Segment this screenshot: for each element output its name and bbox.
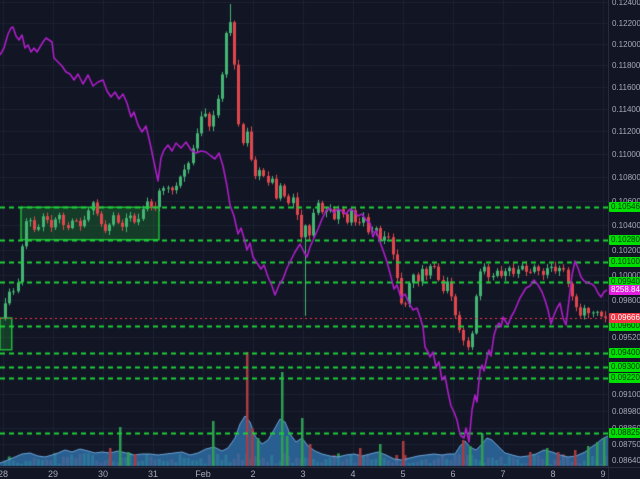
- time-tick-label: 8: [550, 469, 556, 479]
- time-axis[interactable]: 28 29 30 31 Feb 2 3 4 5 6 7 8 9: [0, 467, 608, 479]
- time-tick-label: 9: [600, 469, 606, 479]
- time-tick-label: 5: [400, 469, 406, 479]
- overlay-price-label: 8258.84: [609, 285, 640, 295]
- time-tick-label: 31: [147, 469, 158, 479]
- time-tick-label: 28: [0, 469, 8, 479]
- price-chart-canvas[interactable]: [0, 0, 608, 467]
- time-tick-label: 29: [47, 469, 58, 479]
- time-tick-label: 6: [450, 469, 456, 479]
- time-tick-label: 7: [500, 469, 506, 479]
- axis-corner: [608, 467, 640, 479]
- time-tick-label: 30: [97, 469, 108, 479]
- time-tick-label: 4: [350, 469, 356, 479]
- time-tick-label: 3: [300, 469, 306, 479]
- level-price-label: 0.088250: [609, 428, 640, 439]
- time-tick-label: Feb: [195, 469, 211, 479]
- price-tick-label: 0.106000: [612, 197, 640, 206]
- time-tick-label: 2: [250, 469, 256, 479]
